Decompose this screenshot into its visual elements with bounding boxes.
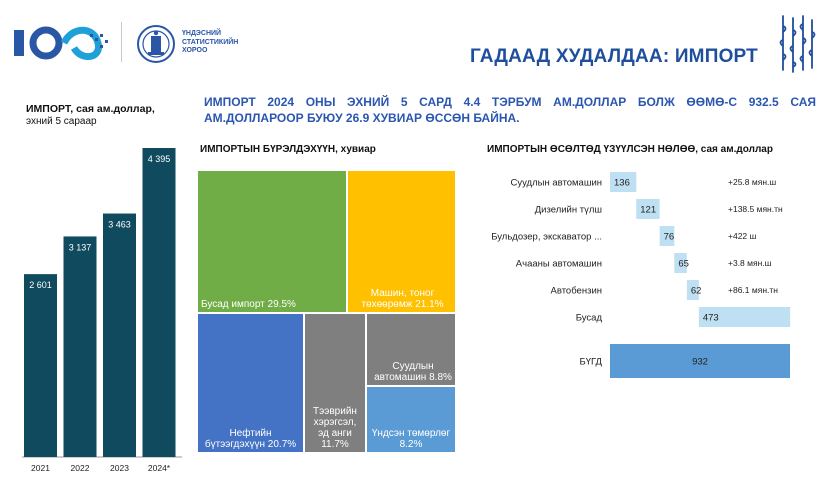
treemap-tile-transport-equipment: Тээврийн хэрэгсэл, эд анги 11.7% (304, 313, 366, 453)
mongolian-script-logo (779, 15, 816, 73)
treemap-tile-petroleum-products: Нефтийн бүтээгдэхүүн 20.7% (197, 313, 304, 453)
treemap-title: ИМПОРТЫН БҮРЭЛДЭХҮҮН, хувиар (200, 144, 376, 155)
total-bar (610, 344, 790, 378)
category-label: Суудлын автомашин (511, 178, 602, 189)
contribution-bar (659, 226, 675, 246)
category-label: Дизелийн түлш (535, 205, 602, 216)
contribution-bar (610, 172, 637, 192)
category-label: Бульдозер, экскаватор ... (491, 232, 602, 243)
category-label: Бусад (576, 313, 603, 324)
treemap-tile-label: Тээврийн хэрэгсэл, эд анги 11.7% (313, 406, 357, 450)
quantity-annotation: +86.1 мян.тн (728, 285, 778, 295)
x-tick-label: 2024* (148, 463, 171, 473)
x-tick-label: 2023 (110, 463, 129, 473)
quantity-annotation: +138.5 мян.тн (728, 204, 783, 214)
anniversary-100-logo (14, 26, 108, 61)
treemap-tile-label: Суудлын автомашин 8.8% (374, 361, 452, 383)
headline: ИМПОРТ 2024 ОНЫ ЭХНИЙ 5 САРД 4.4 ТЭРБУМ … (204, 95, 816, 125)
category-label: Ачааны автомашин (516, 259, 602, 270)
category-label: БҮГД (580, 357, 603, 368)
bar-value-label: 473 (703, 313, 719, 324)
logo-text-line: СТАТИСТИКИЙН (182, 38, 239, 46)
quantity-annotation: +25.8 мян.ш (728, 177, 776, 187)
bar-value-label: 65 (678, 259, 689, 270)
annual-import-bar-chart: 2 601 2021 3 137 2022 3 463 2023 4 395 2024* (22, 148, 182, 473)
bar-value-label: 76 (664, 232, 675, 243)
bar-value-label: 932 (692, 357, 708, 368)
contribution-bar (698, 307, 791, 327)
treemap-tile-label: Бусад импорт 29.5% (201, 299, 296, 310)
treemap-tile-passenger-cars: Суудлын автомашин 8.8% (366, 313, 456, 386)
import-growth-contribution-chart: Суудлын автомашин 136 +25.8 мян.ш Дизелийн … (491, 172, 791, 378)
contribution-chart-title: ИМПОРТЫН ӨСӨЛТӨД ҮЗҮҮЛСЭН НӨЛӨӨ, сая ам.… (487, 144, 773, 155)
bar-value-label: 4 395 (148, 154, 171, 164)
x-tick-label: 2021 (31, 463, 50, 473)
logo-text-line: ҮНДЭСНИЙ (182, 30, 222, 37)
category-label: Автобензин (551, 286, 602, 297)
logo-text-line: ХОРОО (182, 47, 208, 54)
contribution-bar (686, 280, 699, 300)
import-composition-treemap: Бусад импорт 29.5% Машин, тоног төхөөрөм… (197, 170, 456, 453)
page-title: ГАДААД ХУДАЛДАА: ИМПОРТ (470, 46, 758, 67)
bar (142, 148, 176, 457)
contribution-bar (674, 253, 687, 273)
treemap-tile-label: Үндсэн төмөрлөг 8.2% (371, 428, 451, 450)
statistics-office-emblem-icon (137, 25, 175, 63)
treemap-tile-machinery: Машин, тоног төхөөрөмж 21.1% (347, 170, 456, 313)
bar-value-label: 62 (691, 286, 702, 297)
bar-chart-subtitle: эхний 5 сараар (26, 116, 97, 127)
bar-value-label: 121 (640, 205, 656, 216)
quantity-annotation: +422 ш (728, 231, 757, 241)
bar-value-label: 3 463 (108, 220, 131, 230)
treemap-tile-base-metals: Үндсэн төмөрлөг 8.2% (366, 386, 456, 453)
logo-text: ҮНДЭСНИЙ СТАТИСТИКИЙН ХОРОО (182, 30, 238, 56)
bar-chart-title: ИМПОРТ, сая ам.доллар, (26, 103, 155, 115)
bar-value-label: 136 (614, 178, 630, 189)
treemap-tile-label: Машин, тоног төхөөрөмж 21.1% (361, 288, 444, 310)
treemap-tile-other-imports: Бусад импорт 29.5% (197, 170, 347, 313)
bar (63, 236, 97, 457)
bar (103, 213, 136, 457)
logo-separator (121, 22, 122, 62)
treemap-tile-label: Нефтийн бүтээгдэхүүн 20.7% (204, 428, 297, 450)
bar-value-label: 3 137 (69, 242, 92, 252)
x-tick-label: 2022 (71, 463, 90, 473)
contribution-bar (636, 199, 660, 219)
quantity-annotation: +3.8 мян.ш (728, 258, 772, 268)
bar (24, 274, 57, 457)
bar-value-label: 2 601 (29, 280, 52, 290)
